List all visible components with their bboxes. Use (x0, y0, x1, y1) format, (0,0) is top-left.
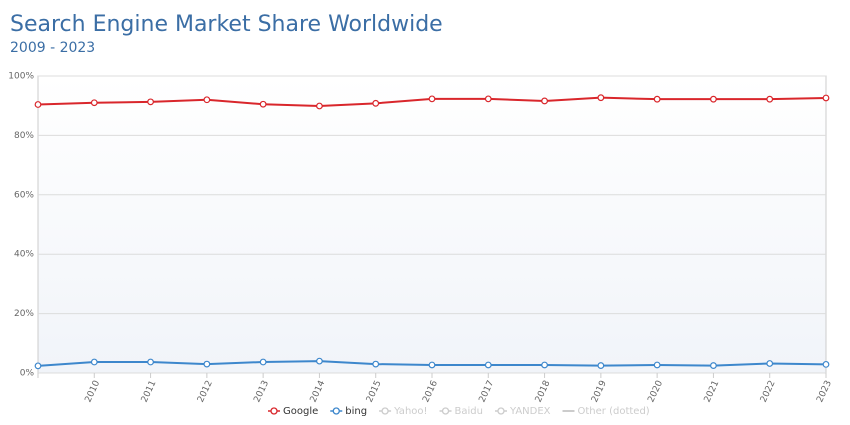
y-tick-label: 80% (14, 131, 34, 141)
legend-label: YANDEX (509, 406, 551, 417)
point (822, 360, 830, 368)
point (372, 360, 380, 368)
point (316, 102, 323, 110)
point (822, 94, 830, 102)
point (653, 95, 661, 103)
legend-icon (441, 407, 450, 415)
legend-icon (270, 407, 278, 415)
legend-icon (332, 407, 340, 415)
x-tick-label: 2023 (815, 379, 834, 404)
point (484, 95, 492, 103)
x-tick-label: 2011 (140, 379, 159, 404)
x-tick-label: 2010 (84, 379, 103, 404)
x-tick-label: 2013 (252, 379, 271, 404)
x-tick-label: 2016 (421, 379, 440, 404)
point (653, 361, 661, 369)
x-tick-label: 2018 (534, 379, 553, 404)
legend-label: bing (345, 406, 367, 417)
point (90, 358, 98, 366)
y-tick-label: 40% (14, 250, 34, 260)
point (147, 358, 154, 366)
point (597, 362, 605, 369)
x-tick-label: 2020 (646, 379, 665, 404)
point (147, 98, 154, 106)
x-tick-label: 2012 (196, 379, 215, 404)
legend-label: Other (dotted) (578, 406, 650, 417)
point (259, 358, 267, 366)
point (259, 100, 267, 108)
x-tick-label: 2022 (759, 379, 778, 404)
point (766, 95, 774, 103)
plot-area (37, 75, 827, 374)
point (484, 361, 492, 369)
point (428, 95, 436, 103)
legend-icon (381, 407, 389, 415)
x-tick-label: 2015 (365, 379, 384, 404)
y-tick-label: 20% (14, 309, 34, 319)
legend-icon (497, 407, 505, 415)
x-tick-label: 2017 (478, 379, 497, 404)
point (203, 360, 211, 368)
point (203, 96, 211, 104)
point (428, 361, 436, 369)
chart-subtitle: 2009 - 2023 (10, 40, 95, 56)
x-tick-label: 2021 (703, 379, 722, 404)
x-tick-label: 2014 (309, 379, 328, 404)
chart-title: Search Engine Market Share Worldwide (10, 12, 443, 37)
x-tick-label: 2019 (590, 379, 609, 404)
legend-label: Baidu (455, 406, 483, 417)
point (541, 361, 548, 369)
point (34, 101, 42, 108)
point (541, 97, 548, 105)
point (90, 99, 98, 107)
y-tick-label: 60% (14, 190, 34, 200)
point (597, 94, 605, 102)
point (766, 360, 774, 367)
point (710, 95, 717, 103)
legend-label: Yahoo! (393, 406, 427, 417)
point (372, 99, 380, 107)
point (710, 362, 717, 369)
y-tick-label: 0% (20, 369, 35, 379)
legend-label: Google (283, 406, 318, 417)
point (316, 357, 323, 365)
point (34, 362, 42, 370)
y-tick-label: 100% (8, 72, 34, 82)
